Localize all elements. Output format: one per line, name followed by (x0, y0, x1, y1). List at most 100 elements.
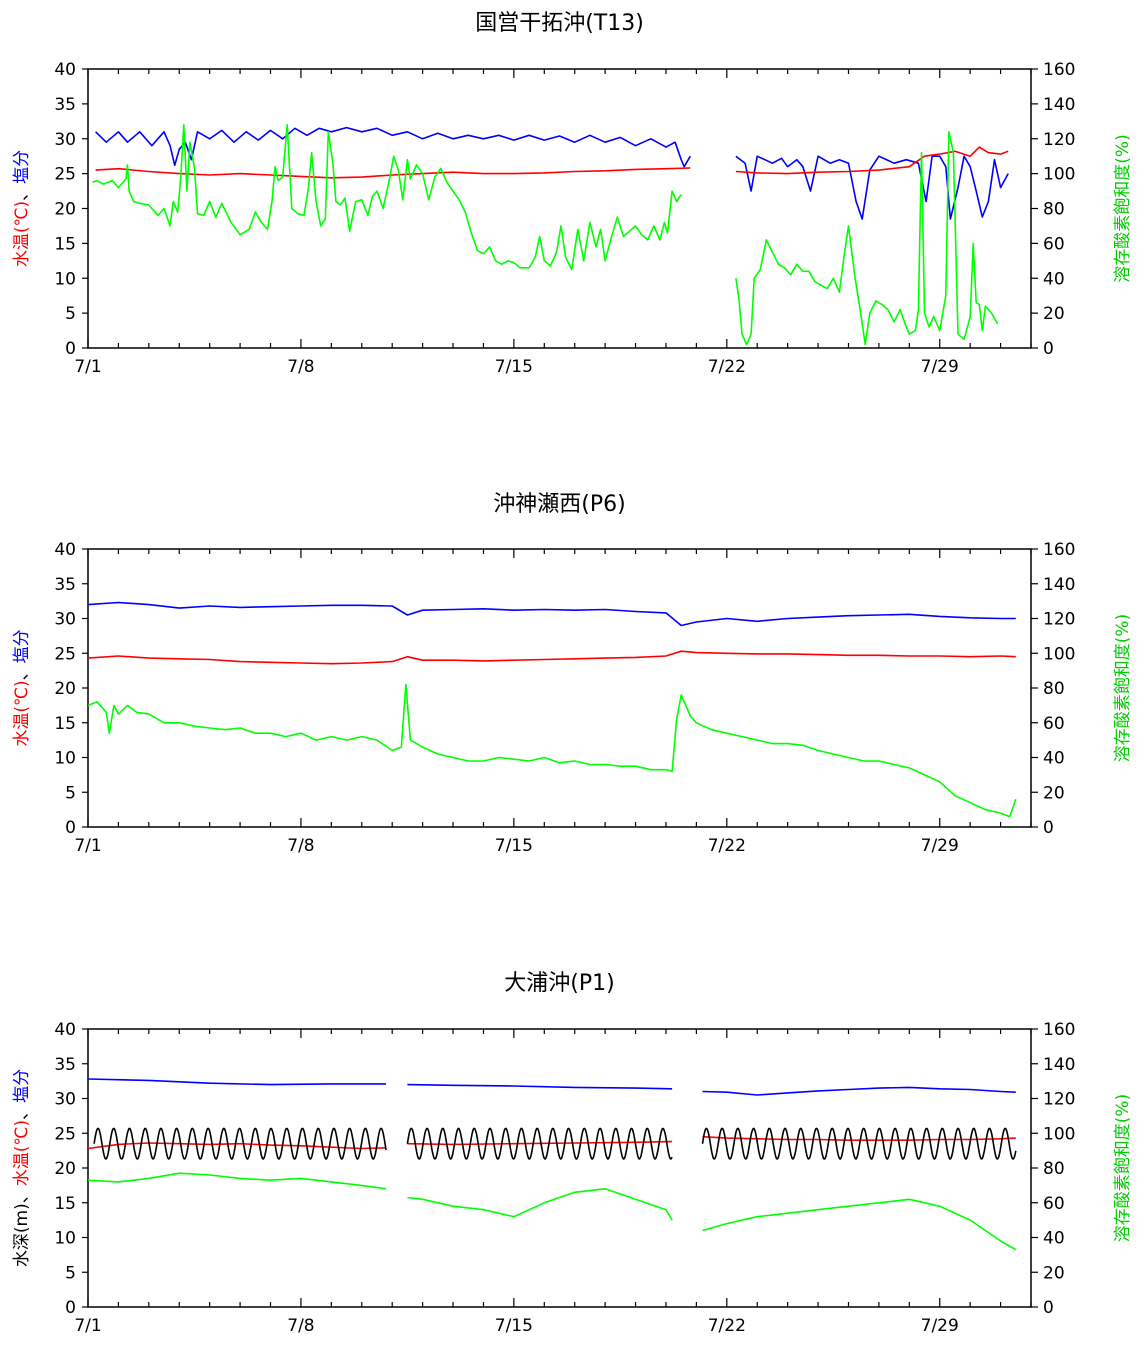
y2-tick-label: 60 (1043, 234, 1065, 254)
series-line-3 (92, 124, 682, 271)
y-tick-label: 0 (65, 818, 76, 838)
y2-tick-label: 140 (1043, 575, 1075, 595)
y2-tick-label: 100 (1043, 644, 1075, 664)
series-line-1 (702, 1086, 1016, 1096)
series-line-2 (702, 1135, 1016, 1141)
y2-axis-label: 溶存酸素飽和度(%) (1113, 614, 1133, 762)
y2-tick-label: 60 (1043, 1194, 1065, 1214)
x-tick-label: 7/22 (708, 357, 746, 377)
y-axis-label-part: 塩分 (12, 629, 32, 663)
x-tick-label: 7/1 (74, 836, 101, 856)
y-tick-label: 40 (54, 540, 76, 560)
y2-tick-label: 80 (1043, 1159, 1065, 1179)
y-axis-label-part: 、 (12, 184, 32, 201)
y-tick-label: 0 (65, 339, 76, 359)
y-axis-label: 水温(℃)、塩分 (12, 150, 32, 267)
chart-panel-2: 沖神瀬西(P6) 7/1 7/8 7/15 7/22 7/29 0 5 10 15 20 25 30 35… (12, 492, 1133, 856)
y-tick-label: 15 (54, 714, 76, 734)
y2-tick-label: 160 (1043, 540, 1075, 560)
y-axis-label: 水温(℃)、塩分 (12, 629, 32, 746)
series-line-4 (406, 1127, 673, 1160)
x-tick-label: 7/1 (74, 1316, 101, 1336)
plot-frame (87, 548, 1032, 828)
y-tick-label: 20 (54, 1159, 76, 1179)
y-axis-label-part: 、 (12, 1103, 32, 1120)
y2-tick-label: 20 (1043, 1263, 1065, 1283)
y-tick-label: 10 (54, 269, 76, 289)
y-axis-label-part: 水温(℃) (12, 680, 32, 746)
x-tick-label: 7/29 (921, 1316, 959, 1336)
y-tick-label: 35 (54, 575, 76, 595)
series-line-2 (87, 1142, 387, 1150)
series-line-3 (87, 1172, 387, 1190)
y-tick-label: 35 (54, 1055, 76, 1075)
y2-tick-label: 120 (1043, 130, 1075, 150)
y2-tick-label: 60 (1043, 714, 1065, 734)
y2-axis-label: 溶存酸素飽和度(%) (1113, 134, 1133, 282)
y-tick-label: 15 (54, 1194, 76, 1214)
y-tick-label: 5 (65, 783, 76, 803)
y2-tick-label: 140 (1043, 1055, 1075, 1075)
x-tick-label: 7/15 (495, 836, 533, 856)
y2-tick-label: 140 (1043, 95, 1075, 115)
y-tick-label: 25 (54, 1124, 76, 1144)
x-tick-label: 7/22 (708, 836, 746, 856)
x-tick-label: 7/29 (921, 357, 959, 377)
y-axis-label-part: 、 (12, 1186, 32, 1203)
y-axis-label-part: 、 (12, 663, 32, 680)
series-line-1 (407, 1083, 673, 1090)
chart-panel-1: 国営干拓沖(T13) 7/1 7/8 7/15 7/22 7/29 0 5 10 15 20 25 30… (12, 11, 1133, 377)
x-tick-label: 7/8 (287, 357, 314, 377)
y2-tick-label: 20 (1043, 304, 1065, 324)
y2-axis-label: 溶存酸素飽和度(%) (1113, 1094, 1133, 1242)
y-tick-label: 5 (65, 1263, 76, 1283)
y2-tick-label: 100 (1043, 1124, 1075, 1144)
y-axis-label-part: 水深(m) (12, 1203, 32, 1267)
y-tick-label: 15 (54, 234, 76, 254)
y2-tick-label: 40 (1043, 1229, 1065, 1249)
series-line-3 (735, 131, 999, 346)
y-tick-label: 35 (54, 95, 76, 115)
y2-tick-label: 160 (1043, 60, 1075, 80)
y-tick-label: 20 (54, 679, 76, 699)
y-tick-label: 40 (54, 60, 76, 80)
x-tick-label: 7/8 (287, 836, 314, 856)
series-line-3 (407, 1188, 673, 1221)
series-line-2 (407, 1140, 673, 1146)
series-line-2 (87, 650, 1016, 665)
y-tick-label: 10 (54, 749, 76, 769)
y2-tick-label: 80 (1043, 679, 1065, 699)
y-axis-label: 水深(m)、水温(℃)、塩分 (12, 1069, 32, 1267)
y2-tick-label: 100 (1043, 165, 1075, 185)
series-line-2 (95, 167, 691, 179)
x-tick-label: 7/15 (495, 357, 533, 377)
x-tick-label: 7/22 (708, 1316, 746, 1336)
series-line-2 (735, 146, 1009, 175)
x-tick-label: 7/8 (287, 1316, 314, 1336)
plot-frame (87, 1028, 1032, 1308)
series-line-4 (93, 1127, 387, 1160)
y2-tick-label: 40 (1043, 269, 1065, 289)
y-tick-label: 20 (54, 200, 76, 220)
y-axis-label-part: 水温(℃) (12, 201, 32, 267)
series-line-1 (87, 1078, 387, 1086)
series-line-1 (87, 601, 1016, 627)
y-axis-label-part: 塩分 (12, 150, 32, 184)
y2-tick-label: 160 (1043, 1020, 1075, 1040)
y-tick-label: 0 (65, 1298, 76, 1318)
y-tick-label: 5 (65, 304, 76, 324)
y2-tick-label: 120 (1043, 610, 1075, 630)
y-tick-label: 30 (54, 130, 76, 150)
y2-tick-label: 120 (1043, 1090, 1075, 1110)
series-line-3 (87, 683, 1017, 818)
y-tick-label: 30 (54, 1090, 76, 1110)
y2-tick-label: 40 (1043, 749, 1065, 769)
plot-frame (87, 68, 1032, 349)
y-tick-label: 25 (54, 644, 76, 664)
y-tick-label: 30 (54, 610, 76, 630)
chart-panel-3: 大浦沖(P1) 7/1 7/8 7/15 7/22 7/29 0 5 10 15 20 25 30 35 4… (12, 971, 1133, 1336)
y2-tick-label: 0 (1043, 818, 1054, 838)
y-tick-label: 40 (54, 1020, 76, 1040)
